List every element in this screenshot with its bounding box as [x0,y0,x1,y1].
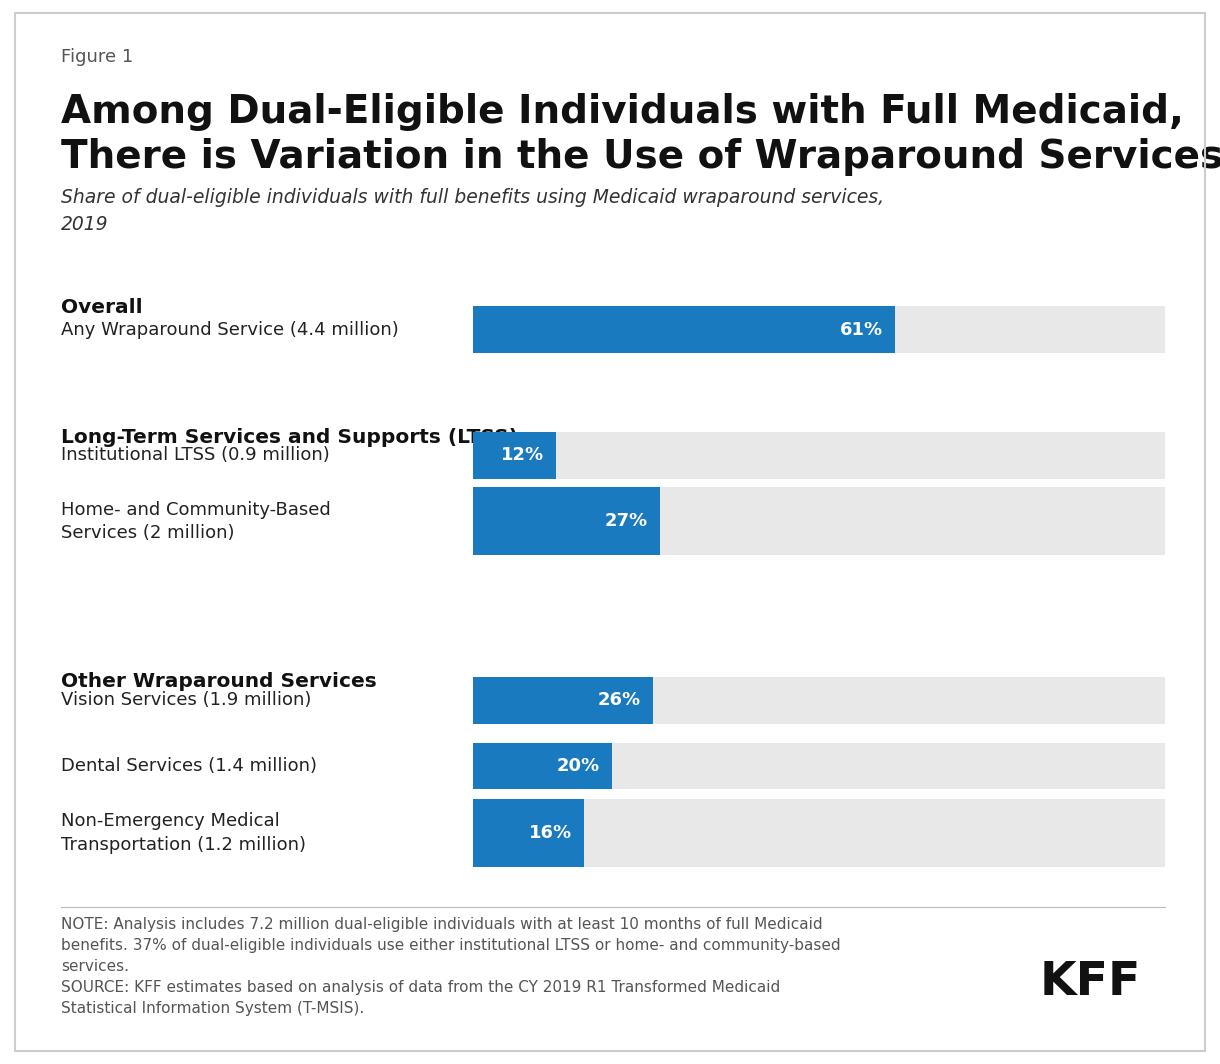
Bar [473,677,653,724]
Bar [473,487,660,555]
Text: Share of dual-eligible individuals with full benefits using Medicaid wraparound : Share of dual-eligible individuals with … [61,188,884,234]
Text: Institutional LTSS (0.9 million): Institutional LTSS (0.9 million) [61,447,329,464]
Text: 12%: 12% [501,447,544,464]
Bar [473,487,1165,555]
Text: Dental Services (1.4 million): Dental Services (1.4 million) [61,758,317,775]
Bar [473,432,1165,479]
Text: 61%: 61% [841,321,883,338]
Text: 26%: 26% [598,692,640,709]
Bar [473,799,1165,867]
Text: 16%: 16% [528,825,572,842]
Text: Home- and Community-Based
Services (2 million): Home- and Community-Based Services (2 mi… [61,500,331,543]
Bar [473,306,1165,353]
Text: KFF: KFF [1039,961,1141,1005]
Text: Figure 1: Figure 1 [61,48,133,66]
Bar [473,677,1165,724]
Text: 27%: 27% [605,513,648,530]
Bar [473,743,611,789]
Text: Long-Term Services and Supports (LTSS): Long-Term Services and Supports (LTSS) [61,428,518,447]
Text: There is Variation in the Use of Wraparound Services: There is Variation in the Use of Wraparo… [61,138,1220,177]
Text: 20%: 20% [556,758,599,775]
Bar [473,306,895,353]
Text: Any Wraparound Service (4.4 million): Any Wraparound Service (4.4 million) [61,321,399,338]
Text: Vision Services (1.9 million): Vision Services (1.9 million) [61,692,311,709]
Bar [473,432,556,479]
Text: NOTE: Analysis includes 7.2 million dual-eligible individuals with at least 10 m: NOTE: Analysis includes 7.2 million dual… [61,917,841,1016]
Text: Other Wraparound Services: Other Wraparound Services [61,672,377,692]
Bar [473,743,1165,789]
Bar [473,799,584,867]
Text: Among Dual-Eligible Individuals with Full Medicaid,: Among Dual-Eligible Individuals with Ful… [61,93,1183,131]
Text: Non-Emergency Medical
Transportation (1.2 million): Non-Emergency Medical Transportation (1.… [61,812,306,854]
Text: Overall: Overall [61,298,143,317]
